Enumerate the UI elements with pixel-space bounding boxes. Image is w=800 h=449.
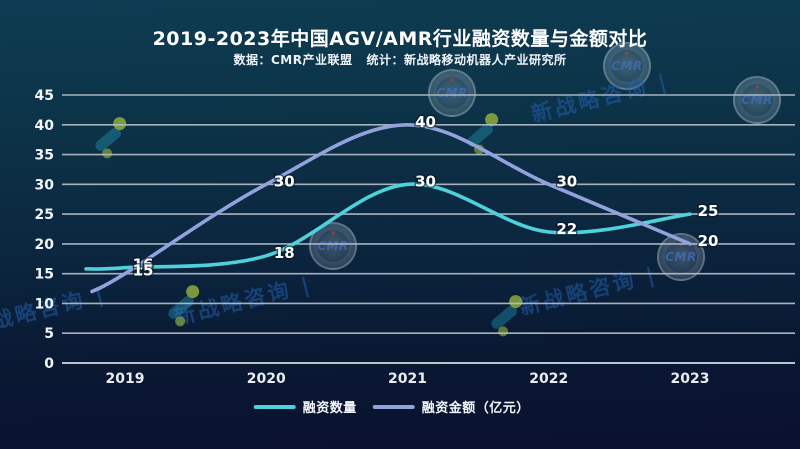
data-label: 30	[556, 172, 577, 190]
data-label: 15	[133, 262, 154, 280]
series-line	[84, 182, 692, 271]
data-label: 25	[698, 202, 719, 220]
data-label: 18	[274, 244, 295, 262]
legend-item: 融资金额（亿元）	[372, 397, 530, 416]
y-axis-label: 30	[35, 177, 55, 193]
y-axis-label: 35	[35, 148, 54, 164]
data-label: 16	[133, 256, 154, 274]
data-label: 22	[556, 220, 577, 238]
y-axis-label: 25	[35, 207, 54, 223]
legend-label: 融资金额（亿元）	[421, 401, 530, 416]
data-label: 40	[415, 113, 436, 131]
x-axis-label: 2023	[671, 371, 710, 387]
y-axis-label: 20	[35, 237, 55, 253]
legend-swatch	[253, 404, 296, 409]
y-axis-label: 40	[35, 118, 55, 134]
y-axis-label: 0	[44, 356, 54, 372]
data-label: 20	[698, 232, 719, 250]
series-line	[90, 122, 692, 294]
data-label: 30	[274, 172, 295, 190]
chart-subtitle: 数据：CMR产业联盟 统计：新战略移动机器人产业研究所	[233, 53, 567, 67]
y-axis-label: 5	[44, 326, 54, 342]
legend-swatch	[372, 404, 415, 409]
data-label: 30	[415, 172, 436, 190]
y-axis-label: 10	[35, 296, 55, 312]
x-axis-label: 2022	[529, 371, 568, 387]
x-axis-label: 2019	[106, 371, 145, 387]
legend-label: 融资数量	[302, 401, 357, 416]
chart-legend: 融资数量 融资金额（亿元）	[253, 397, 530, 416]
y-axis-label: 15	[35, 267, 54, 283]
chart-title: 2019-2023年中国AGV/AMR行业融资数量与金额对比	[152, 28, 648, 50]
legend-item: 融资数量	[253, 397, 357, 416]
x-axis-label: 2021	[388, 371, 427, 387]
x-axis-label: 2020	[247, 371, 286, 387]
y-axis-label: 45	[35, 88, 54, 104]
